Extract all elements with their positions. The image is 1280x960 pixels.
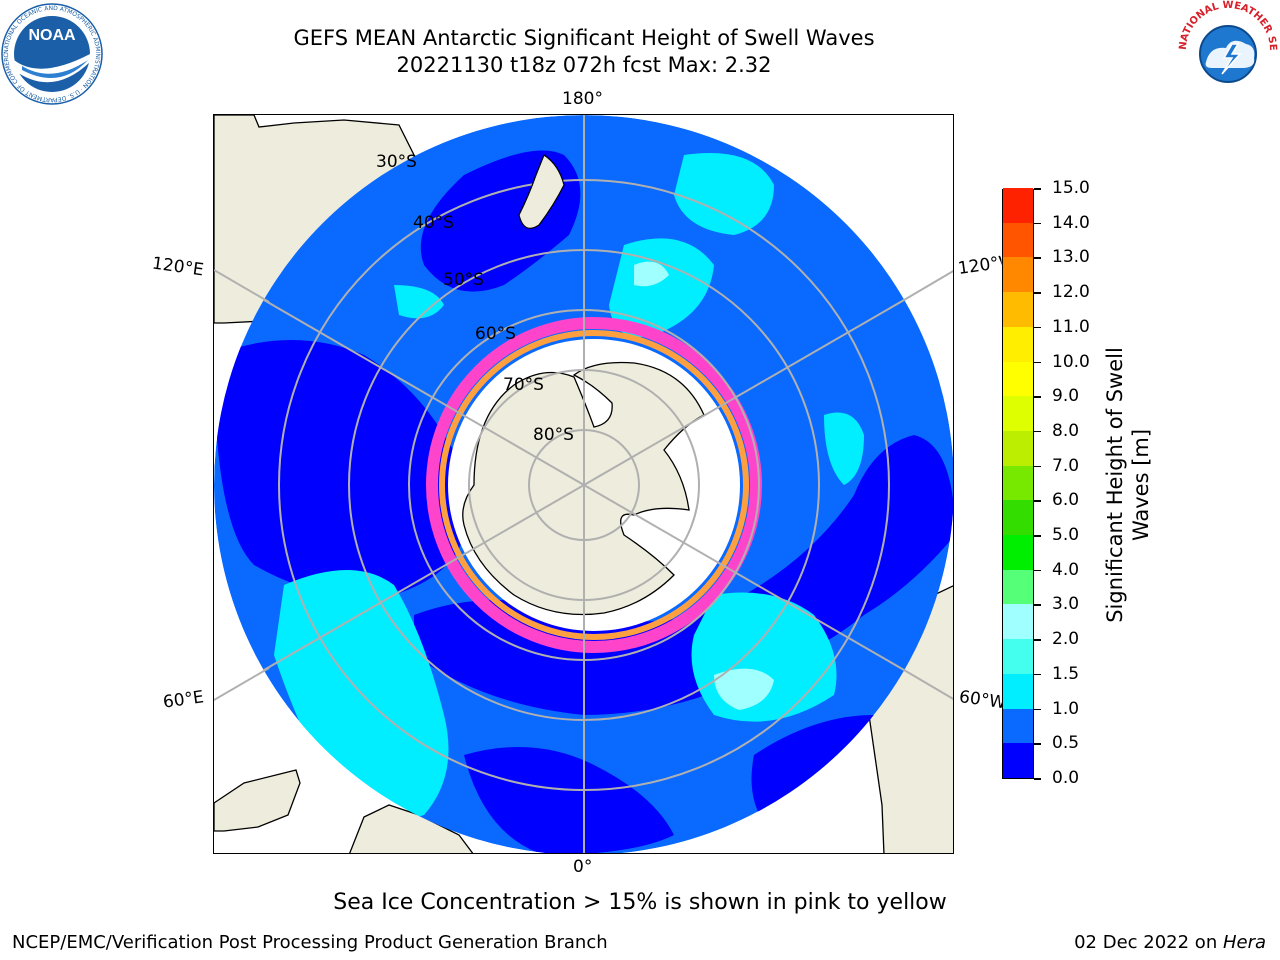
colorbar-tick (1034, 569, 1041, 572)
colorbar-label-line1: Significant Height of Swell (1103, 347, 1127, 623)
lon-label-60w: 60°W (957, 687, 1005, 713)
colorbar-segment (1003, 326, 1033, 362)
colorbar-segment (1003, 742, 1033, 778)
colorbar-segment (1003, 569, 1033, 605)
colorbar-tick (1034, 778, 1041, 780)
map-svg (214, 115, 953, 853)
polar-map (213, 114, 954, 854)
colorbar-tick-label: 1.5 (1052, 663, 1080, 684)
land-madagascar (214, 769, 301, 832)
colorbar-tick-label: 15.0 (1052, 178, 1090, 198)
colorbar-segment (1003, 395, 1033, 431)
colorbar-tick (1034, 743, 1041, 745)
colorbar-tick-label: 5.0 (1052, 525, 1080, 546)
lon-label-0: 0° (573, 857, 593, 877)
colorbar-segment (1003, 187, 1033, 223)
colorbar-tick (1034, 465, 1041, 468)
lat-label-70s: 70°S (503, 375, 544, 395)
colorbar-tick (1034, 396, 1041, 398)
graticule-outer (214, 269, 953, 701)
colorbar-tick (1034, 326, 1041, 329)
colorbar-tick-label: 13.0 (1052, 247, 1090, 268)
nws-logo: NATIONAL WEATHER SERVICE (1176, 0, 1278, 98)
noaa-logo-text: NOAA (28, 27, 76, 44)
colorbar-tick-label: 0.0 (1052, 768, 1080, 788)
colorbar-segment (1003, 291, 1033, 327)
colorbar-tick (1034, 361, 1041, 364)
colorbar-tick (1034, 500, 1041, 502)
colorbar-segment (1003, 465, 1033, 501)
colorbar-tick-label: 11.0 (1052, 316, 1090, 337)
colorbar-tick (1034, 639, 1041, 641)
colorbar-segment (1003, 673, 1033, 709)
lon-label-120e: 120°E (150, 253, 205, 281)
sea-ice-caption: Sea Ice Concentration > 15% is shown in … (333, 890, 947, 915)
colorbar-tick-label: 0.5 (1052, 733, 1080, 754)
colorbar-tick (1034, 708, 1041, 711)
lon-label-60e: 60°E (161, 687, 206, 713)
colorbar-segment (1003, 534, 1033, 570)
colorbar-tick-label: 4.0 (1052, 559, 1080, 580)
lon-label-120w: 120°W (956, 253, 1004, 279)
colorbar-segment (1003, 222, 1033, 258)
colorbar-tick (1034, 604, 1041, 606)
colorbar-tick (1034, 673, 1041, 676)
colorbar-segment (1003, 499, 1033, 536)
land-new-zealand (518, 154, 565, 229)
graticule (214, 115, 953, 853)
swell-band-peak (634, 261, 774, 710)
colorbar-segment (1003, 638, 1033, 674)
footer-host: Hera (1222, 932, 1266, 953)
colorbar-tick (1034, 257, 1041, 259)
colorbar-tick-label: 14.0 (1052, 212, 1090, 233)
colorbar-tick-label: 2.0 (1052, 629, 1080, 650)
lat-label-40s: 40°S (413, 213, 454, 233)
footer-date: 02 Dec 2022 on Hera (1074, 932, 1266, 953)
colorbar-tick-label: 7.0 (1052, 455, 1080, 476)
lat-label-80s: 80°S (533, 425, 574, 445)
land-africa (349, 804, 474, 853)
colorbar-tick-label: 1.0 (1052, 698, 1080, 719)
colorbar-tick (1034, 535, 1041, 537)
lon-label-180: 180° (562, 89, 603, 109)
noaa-logo: NOAA NATIONAL OCEANIC AND ATMOSPHERIC AD… (0, 0, 103, 105)
colorbar-segment (1003, 708, 1033, 744)
colorbar-tick (1034, 222, 1041, 225)
colorbar-tick-label: 12.0 (1052, 282, 1090, 303)
colorbar-tick (1034, 292, 1041, 294)
colorbar (1002, 187, 1034, 779)
colorbar-segment (1003, 256, 1033, 293)
chart-title: GEFS MEAN Antarctic Significant Height o… (293, 26, 875, 50)
colorbar-tick-label: 9.0 (1052, 386, 1080, 407)
colorbar-label-line2: Waves [m] (1129, 428, 1153, 542)
chart-subtitle: 20221130 t18z 072h fcst Max: 2.32 (396, 53, 772, 77)
colorbar-tick (1034, 188, 1041, 190)
colorbar-tick-label: 10.0 (1052, 351, 1090, 372)
colorbar-tick-label: 8.0 (1052, 420, 1080, 441)
colorbar-tick (1034, 430, 1041, 433)
colorbar-tick-label: 3.0 (1052, 594, 1080, 615)
colorbar-label: Significant Height of Swell Waves [m] (1102, 347, 1154, 623)
lat-label-60s: 60°S (475, 324, 516, 344)
colorbar-segment (1003, 603, 1033, 640)
footer-date-text: 02 Dec 2022 on (1074, 932, 1223, 953)
colorbar-segment (1003, 430, 1033, 466)
lat-label-30s: 30°S (376, 152, 417, 172)
footer-credit: NCEP/EMC/Verification Post Processing Pr… (12, 932, 608, 953)
lat-label-50s: 50°S (443, 270, 484, 290)
colorbar-tick-label: 6.0 (1052, 490, 1080, 511)
colorbar-segment (1003, 361, 1033, 397)
